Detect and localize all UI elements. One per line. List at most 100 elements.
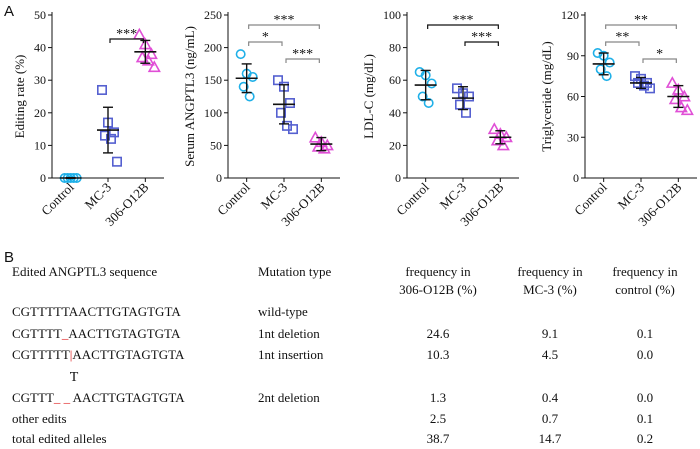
y-axis-label: Editing rate (%) — [12, 55, 27, 139]
y-tick-label: 30 — [34, 73, 46, 87]
y-tick-label: 200 — [204, 41, 222, 55]
point — [247, 71, 258, 82]
significance-bracket — [248, 24, 320, 29]
frequency: 0.1 — [637, 326, 653, 341]
point — [487, 122, 501, 135]
y-tick-label: 0 — [216, 171, 222, 185]
significance-label: *** — [453, 13, 474, 28]
significance-bracket — [605, 24, 677, 29]
y-tick-label: 100 — [383, 8, 401, 22]
point — [235, 49, 246, 60]
point — [680, 103, 694, 116]
point — [284, 98, 295, 109]
sequence: total edited alleles — [12, 431, 107, 446]
point — [238, 81, 249, 92]
point — [100, 130, 111, 141]
x-tick-label: MC-3 — [437, 180, 470, 213]
point — [644, 83, 655, 94]
point — [496, 138, 510, 151]
table-header: frequency in — [405, 264, 471, 279]
table-header: Edited ANGPTL3 sequence — [12, 264, 157, 279]
sequence: CGTTT_ _ AACTTGTAGTGTA — [12, 390, 185, 405]
x-tick-label: Control — [214, 179, 253, 218]
x-tick-label: MC-3 — [258, 180, 291, 213]
frequency: 1.3 — [430, 390, 446, 405]
significance-label: *** — [292, 47, 313, 62]
point — [665, 76, 679, 88]
point — [629, 71, 640, 82]
frequency: 14.7 — [539, 431, 562, 446]
significance-bracket — [427, 24, 499, 29]
y-tick-label: 10 — [34, 138, 46, 152]
frequency: 0.4 — [542, 390, 559, 405]
point — [244, 91, 255, 102]
y-tick-label: 40 — [389, 106, 401, 120]
table-header: frequency in — [612, 264, 678, 279]
point — [417, 91, 428, 102]
frequency: 24.6 — [427, 326, 450, 341]
frequency: 9.1 — [542, 326, 558, 341]
sequence-part: total edited alleles — [12, 431, 107, 446]
y-tick-label: 0 — [395, 171, 401, 185]
frequency: 0.7 — [542, 411, 559, 426]
frequency: 4.5 — [542, 347, 558, 362]
sequence-part: CGTTTT — [12, 326, 62, 341]
y-tick-label: 50 — [210, 138, 222, 152]
point — [463, 91, 474, 102]
point — [106, 133, 117, 144]
mutation-type: 1nt deletion — [258, 326, 320, 341]
sequence: CGTTTTT|AACTTGTAGTGTA — [12, 347, 185, 362]
panel-label: A — [4, 3, 14, 20]
sequence-part: CGTTTTTAACTTGTAGTGTA — [12, 304, 181, 319]
frequency: 0.0 — [637, 390, 653, 405]
point — [281, 120, 292, 131]
y-axis-label: Triglyceride (mg/dL) — [539, 41, 554, 151]
point — [638, 80, 649, 91]
mutation-type: 2nt deletion — [258, 390, 320, 405]
point — [112, 156, 123, 167]
sequence-part: _ — [61, 326, 69, 341]
point — [144, 47, 158, 60]
y-axis-label: LDL-C (mg/dL) — [361, 54, 376, 139]
x-tick-label: MC-3 — [615, 180, 648, 213]
point — [287, 124, 298, 135]
sequence-part: AACTTGTAGTGTA — [72, 347, 185, 362]
panel-label: B — [4, 249, 14, 266]
table-header: MC-3 (%) — [523, 282, 577, 297]
y-tick-label: 90 — [567, 49, 579, 63]
x-tick-label: Control — [571, 179, 610, 218]
point — [97, 84, 108, 95]
significance-label: * — [262, 30, 269, 45]
sequence: other edits — [12, 411, 67, 426]
point — [595, 64, 606, 75]
point — [601, 71, 612, 82]
frequency: 38.7 — [427, 431, 450, 446]
point — [147, 60, 161, 73]
y-tick-label: 30 — [567, 130, 579, 144]
significance-bracket — [248, 41, 283, 46]
significance-label: ** — [634, 13, 648, 28]
sequence-part: | — [70, 347, 73, 362]
y-tick-label: 60 — [567, 90, 579, 104]
frequency: 0.0 — [637, 347, 653, 362]
table-header: control (%) — [615, 282, 675, 297]
y-tick-label: 0 — [40, 171, 46, 185]
y-axis-label: Serum ANGPTL3 (ng/mL) — [182, 26, 197, 167]
point — [275, 107, 286, 118]
significance-label: ** — [615, 30, 629, 45]
significance-label: * — [656, 47, 663, 62]
frequency: 0.1 — [637, 411, 653, 426]
frequency: 0.2 — [637, 431, 653, 446]
sequence-part: CGTTTTT — [12, 347, 70, 362]
x-tick-label: Control — [393, 179, 432, 218]
point — [604, 57, 615, 68]
y-tick-label: 150 — [204, 73, 222, 87]
mutation-type: 1nt insertion — [258, 347, 324, 362]
point — [423, 98, 434, 109]
point — [272, 75, 283, 86]
significance-bracket — [285, 58, 320, 63]
sequence-part: AACTTGTAGTGTA — [70, 390, 185, 405]
sequence: CGTTTT_AACTTGTAGTGTA — [12, 326, 181, 341]
y-tick-label: 80 — [389, 41, 401, 55]
